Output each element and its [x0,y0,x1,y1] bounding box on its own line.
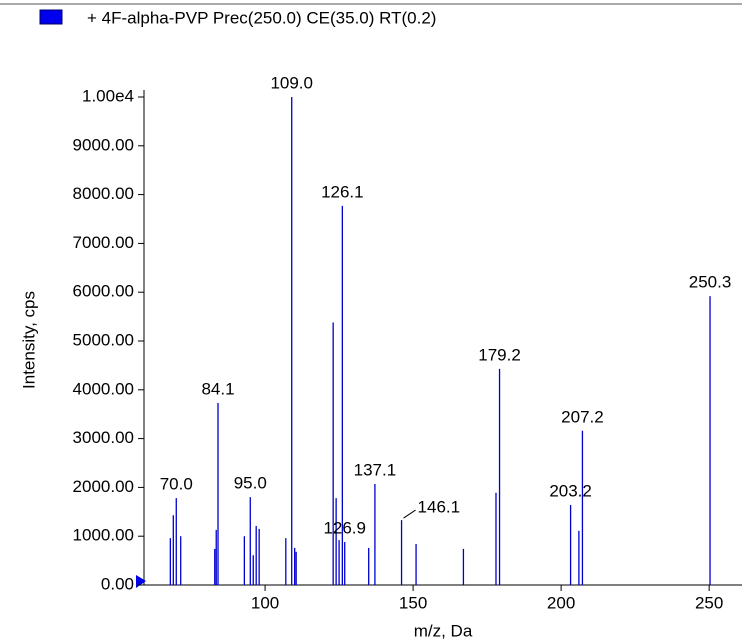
x-tick-label: 200 [547,593,575,612]
peak-label: 84.1 [201,379,234,398]
peak-label: 203.2 [549,481,592,500]
x-tick-label: 100 [251,593,279,612]
y-tick-label: 5000.00 [73,330,134,349]
peak-label: 207.2 [561,407,604,426]
y-tick-label: 7000.00 [73,233,134,252]
y-tick-label: 4000.00 [73,379,134,398]
peak-label: 109.0 [270,73,313,92]
y-tick-label: 1000.00 [73,526,134,545]
peak-label: 146.1 [418,498,461,517]
x-axis-label: m/z, Da [414,621,473,640]
y-axis-label: Intensity, cps [19,291,38,389]
y-tick-label: 0.00 [101,574,134,593]
y-tick-label: 9000.00 [73,135,134,154]
peak-label: 126.1 [321,182,364,201]
peak-label: 137.1 [354,460,397,479]
peak-label: 126.9 [323,519,366,538]
x-tick-label: 150 [399,593,427,612]
peak-label: 70.0 [160,475,193,494]
x-tick-label: 250 [695,593,723,612]
peak-label: 179.2 [478,345,521,364]
peak-label: 95.0 [234,474,267,493]
legend-swatch [39,9,63,25]
legend-label: + 4F-alpha-PVP Prec(250.0) CE(35.0) RT(0… [87,8,436,27]
y-tick-label: 8000.00 [73,184,134,203]
y-tick-label: 2000.00 [73,477,134,496]
y-tick-label: 1.00e4 [82,86,134,105]
y-tick-label: 6000.00 [73,282,134,301]
peak-label: 250.3 [689,273,732,292]
label-leader [403,509,416,519]
y-tick-label: 3000.00 [73,428,134,447]
